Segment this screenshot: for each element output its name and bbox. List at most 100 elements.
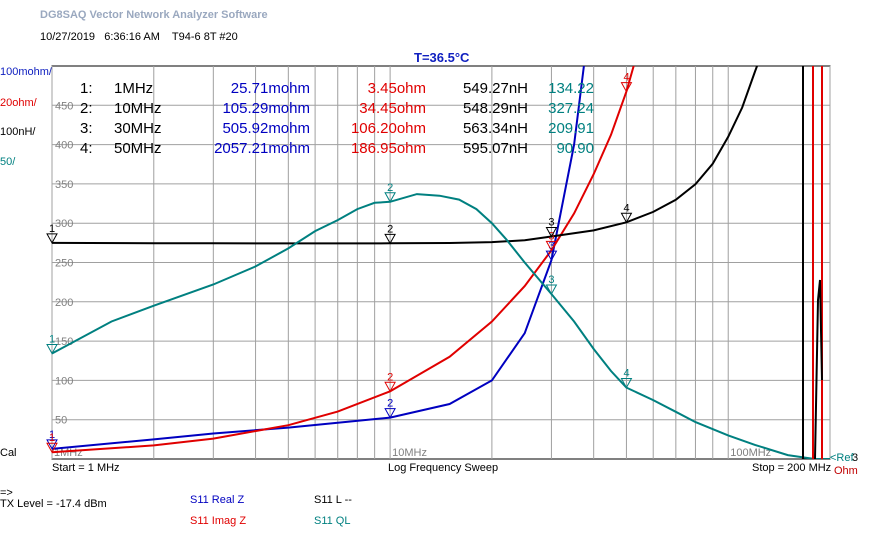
legend-l-label: S11 L -- bbox=[314, 494, 352, 506]
marker-readout-row: 4: 50MHz 2057.21mohm 186.95ohm 595.07nH 90.90 bbox=[80, 138, 600, 158]
y-tick-label: 400 bbox=[55, 140, 73, 152]
readout-freq: 10MHz bbox=[114, 99, 162, 117]
y-tick-label: 250 bbox=[55, 258, 73, 270]
marker-label: 1 bbox=[49, 334, 55, 346]
readout-q: 327.24 bbox=[548, 99, 594, 117]
marker-triangle bbox=[384, 408, 396, 419]
readout-id: 2: bbox=[80, 99, 93, 117]
tx-level: TX Level = -17.4 dBm bbox=[0, 498, 107, 510]
marker-label: 1 bbox=[49, 432, 55, 444]
device-text: T94-6 8T #20 bbox=[171, 31, 238, 43]
x-tick-label: 10MHz bbox=[392, 447, 427, 459]
y-tick-label: 100 bbox=[55, 375, 73, 387]
readout-q: 134.22 bbox=[548, 79, 594, 97]
series-line bbox=[52, 66, 585, 450]
y-tick-label: 450 bbox=[55, 100, 73, 112]
spike-trace bbox=[814, 279, 823, 460]
marker-label: 2 bbox=[387, 182, 393, 194]
readout-imag: 34.45ohm bbox=[359, 99, 426, 117]
marker-triangle bbox=[384, 233, 396, 245]
marker-triangle bbox=[46, 442, 58, 454]
readout-imag: 106.20ohm bbox=[350, 119, 426, 137]
app-title: DG8SAQ Vector Network Analyzer Software bbox=[40, 9, 268, 21]
marker-label: 2 bbox=[387, 398, 393, 410]
marker-label: 4 bbox=[623, 202, 629, 214]
cal-label[interactable]: Cal bbox=[0, 447, 17, 459]
readout-real: 105.29mohm bbox=[222, 99, 310, 117]
scale-label-teal: 50/ bbox=[0, 156, 16, 168]
marker-readout-row: 3: 30MHz 505.92mohm 106.20ohm 563.34nH 209.91 bbox=[80, 118, 600, 138]
series-line bbox=[52, 66, 635, 454]
arrow-indicator: => bbox=[0, 487, 13, 499]
marker-triangle bbox=[384, 192, 396, 203]
scale-label-blue: 100mohm/ bbox=[0, 66, 52, 78]
legend-ql-label: S11 QL bbox=[314, 515, 351, 527]
readout-freq: 1MHz bbox=[114, 79, 154, 97]
marker-label: 2 bbox=[387, 371, 393, 383]
scale-label-black: 100nH/ bbox=[0, 126, 36, 138]
marker-triangle bbox=[46, 439, 58, 450]
marker-label: 4 bbox=[623, 368, 629, 380]
y-tick-label: 350 bbox=[55, 179, 73, 191]
legend-ql[interactable]: S11 QL bbox=[314, 515, 351, 527]
date-text: 10/27/2019 bbox=[40, 31, 96, 43]
legend-l[interactable]: S11 L -- bbox=[314, 494, 352, 506]
y-tick-label: 200 bbox=[55, 297, 73, 309]
readout-l: 549.27nH bbox=[462, 79, 528, 97]
marker-triangle bbox=[545, 240, 558, 252]
legend-real-z-label: S11 Real Z bbox=[190, 494, 245, 506]
readout-l: 595.07nH bbox=[462, 139, 528, 157]
readout-imag: 186.95ohm bbox=[350, 139, 426, 157]
spike-layer bbox=[802, 66, 823, 460]
x-tick-labels: 1MHz 10MHz 100MHz bbox=[54, 447, 771, 459]
y-tick-label: 50 bbox=[55, 415, 67, 427]
marker-triangle bbox=[620, 82, 633, 93]
readout-freq: 50MHz bbox=[114, 139, 162, 157]
marker-label: 3 bbox=[548, 274, 554, 286]
time-text: 6:36:16 AM bbox=[104, 31, 160, 43]
readout-id: 1: bbox=[80, 79, 93, 97]
legend-imag-z-label: S11 Imag Z bbox=[190, 515, 247, 527]
marker-label: 2 bbox=[387, 223, 393, 235]
readout-q: 209.91 bbox=[548, 119, 594, 137]
marker-triangle bbox=[46, 344, 58, 355]
ohm-label: Ohm bbox=[834, 465, 858, 477]
ref-label: <Ref bbox=[830, 452, 854, 464]
marker-label: 1 bbox=[49, 429, 55, 441]
marker-triangle bbox=[620, 378, 633, 389]
legend-real-z[interactable]: S11 Real Z bbox=[190, 494, 244, 506]
scale-label-red: 20ohm/ bbox=[0, 97, 37, 109]
stop-frequency: Stop = 200 MHz bbox=[752, 462, 832, 474]
readout-freq: 30MHz bbox=[114, 119, 162, 137]
readout-real: 505.92mohm bbox=[222, 119, 310, 137]
marker-label: 3 bbox=[548, 240, 554, 252]
y-tick-label: 300 bbox=[55, 218, 73, 230]
series-layer bbox=[52, 66, 830, 459]
marker-label: 3 bbox=[548, 217, 554, 229]
marker-triangle bbox=[545, 227, 558, 238]
readout-imag: 3.45ohm bbox=[367, 79, 426, 97]
readout-l: 563.34nH bbox=[462, 119, 528, 137]
start-frequency: Start = 1 MHz bbox=[52, 462, 120, 474]
readout-real: 25.71mohm bbox=[230, 79, 310, 97]
readout-id: 4: bbox=[80, 139, 93, 157]
readout-real: 2057.21mohm bbox=[214, 139, 310, 157]
marker-label: 4 bbox=[623, 72, 629, 84]
x-tick-label: 100MHz bbox=[730, 447, 771, 459]
marker-readout-row: 2: 10MHz 105.29mohm 34.45ohm 548.29nH 327.24 bbox=[80, 98, 600, 118]
marker-label: 1 bbox=[49, 223, 55, 235]
marker-readout-row: 1: 1MHz 25.71mohm 3.45ohm 549.27nH 134.22 bbox=[80, 78, 600, 98]
readout-l: 548.29nH bbox=[462, 99, 528, 117]
sweep-mode: Log Frequency Sweep bbox=[388, 462, 499, 474]
marker-readout-table: 1: 1MHz 25.71mohm 3.45ohm 549.27nH 134.22 2: 10… bbox=[80, 78, 600, 158]
marker-triangle bbox=[545, 284, 558, 296]
marker-triangle bbox=[46, 233, 58, 244]
date-time-line: 10/27/2019 6:36:16 AM T94-6 8T #20 bbox=[40, 31, 238, 43]
marker-triangle bbox=[620, 212, 633, 224]
horizontal-grid bbox=[52, 104, 830, 421]
ref-number: 3 bbox=[852, 452, 859, 464]
legend-imag-z[interactable]: S11 Imag Z bbox=[190, 515, 246, 527]
